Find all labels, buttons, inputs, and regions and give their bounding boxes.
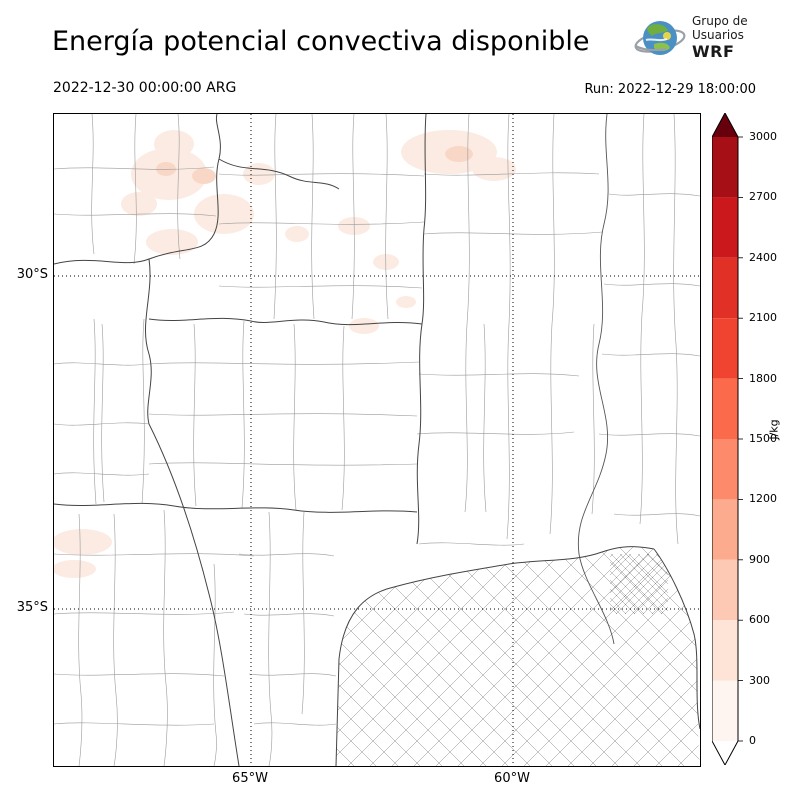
colorbar-bar bbox=[711, 111, 743, 767]
colorbar-tick: 2400 bbox=[749, 251, 777, 264]
colorbar-over-arrow bbox=[712, 113, 738, 137]
buenos-aires-mesh bbox=[336, 546, 700, 766]
cape-patches-light bbox=[54, 130, 516, 578]
parana-river-line bbox=[577, 114, 615, 645]
department-boundaries bbox=[54, 114, 700, 766]
colorbar-under-arrow bbox=[712, 741, 738, 765]
logo-text: Grupo de Usuarios WRF bbox=[692, 14, 748, 61]
province-boundaries bbox=[54, 114, 700, 766]
colorbar-unit-label: J/kg bbox=[767, 419, 781, 440]
logo-line-1: Grupo de bbox=[692, 14, 748, 28]
colorbar-tick: 600 bbox=[749, 613, 770, 626]
colorbar-tick: 300 bbox=[749, 674, 770, 687]
colorbar-tick: 3000 bbox=[749, 130, 777, 143]
graticule-gridlines bbox=[54, 114, 700, 766]
lat-label-35s: 35°S bbox=[16, 600, 48, 615]
colorbar-tick: 1500 bbox=[749, 432, 777, 445]
logo-line-2: Usuarios bbox=[692, 27, 744, 42]
wrf-logo: Grupo de Usuarios WRF bbox=[634, 12, 748, 64]
colorbar-tick: 2700 bbox=[749, 190, 777, 203]
lat-label-30s: 30°S bbox=[16, 267, 48, 282]
colorbar-tick: 1200 bbox=[749, 492, 777, 505]
colorbar-tick: 2100 bbox=[749, 311, 777, 324]
run-time-label: Run: 2022-12-29 18:00:00 bbox=[584, 82, 756, 97]
colorbar-tick: 900 bbox=[749, 553, 770, 566]
colorbar-tick: 0 bbox=[749, 734, 756, 747]
lon-label-60w: 60°W bbox=[494, 771, 530, 786]
map-plot-area bbox=[53, 113, 701, 767]
colorbar: 3000 2700 2400 2100 1800 1500 1200 900 6… bbox=[711, 111, 800, 767]
colorbar-tick: 1800 bbox=[749, 372, 777, 385]
logo-line-3: WRF bbox=[692, 41, 735, 61]
globe-icon bbox=[634, 21, 686, 55]
valid-time-label: 2022-12-30 00:00:00 ARG bbox=[53, 80, 237, 96]
page-title: Energía potencial convectiva disponible bbox=[52, 26, 590, 57]
map-canvas bbox=[54, 114, 700, 766]
lon-label-65w: 65°W bbox=[232, 771, 268, 786]
